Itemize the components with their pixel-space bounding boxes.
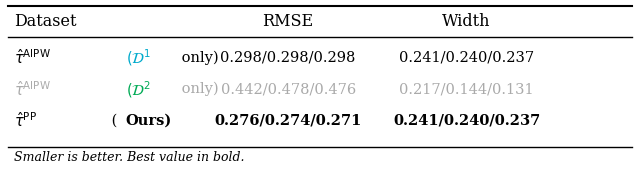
Text: 0.217/0.144/0.131: 0.217/0.144/0.131 xyxy=(399,82,534,96)
Text: only): only) xyxy=(177,50,218,65)
Text: Width: Width xyxy=(442,13,491,30)
Text: $\hat{\tau}^{\mathrm{PP}}$: $\hat{\tau}^{\mathrm{PP}}$ xyxy=(14,112,37,130)
Text: only): only) xyxy=(177,82,218,96)
Text: Dataset: Dataset xyxy=(14,13,77,30)
Text: $(\mathcal{D}^2$: $(\mathcal{D}^2$ xyxy=(125,79,150,99)
Text: Ours): Ours) xyxy=(125,114,172,128)
Text: RMSE: RMSE xyxy=(262,13,314,30)
Text: 0.241/0.240/0.237: 0.241/0.240/0.237 xyxy=(393,114,540,128)
Text: 0.241/0.240/0.237: 0.241/0.240/0.237 xyxy=(399,50,534,64)
Text: 0.298/0.298/0.298: 0.298/0.298/0.298 xyxy=(220,50,356,64)
Text: 0.442/0.478/0.476: 0.442/0.478/0.476 xyxy=(221,82,356,96)
Text: $\hat{\tau}^{\mathrm{AIPW}}$: $\hat{\tau}^{\mathrm{AIPW}}$ xyxy=(14,80,51,99)
Text: $\hat{\tau}^{\mathrm{AIPW}}$: $\hat{\tau}^{\mathrm{AIPW}}$ xyxy=(14,48,51,67)
Text: $(\mathcal{D}^1$: $(\mathcal{D}^1$ xyxy=(125,47,151,68)
Text: Smaller is better. Best value in bold.: Smaller is better. Best value in bold. xyxy=(14,151,244,164)
Text: 0.276/0.274/0.271: 0.276/0.274/0.271 xyxy=(214,114,362,128)
Text: (: ( xyxy=(106,114,116,128)
